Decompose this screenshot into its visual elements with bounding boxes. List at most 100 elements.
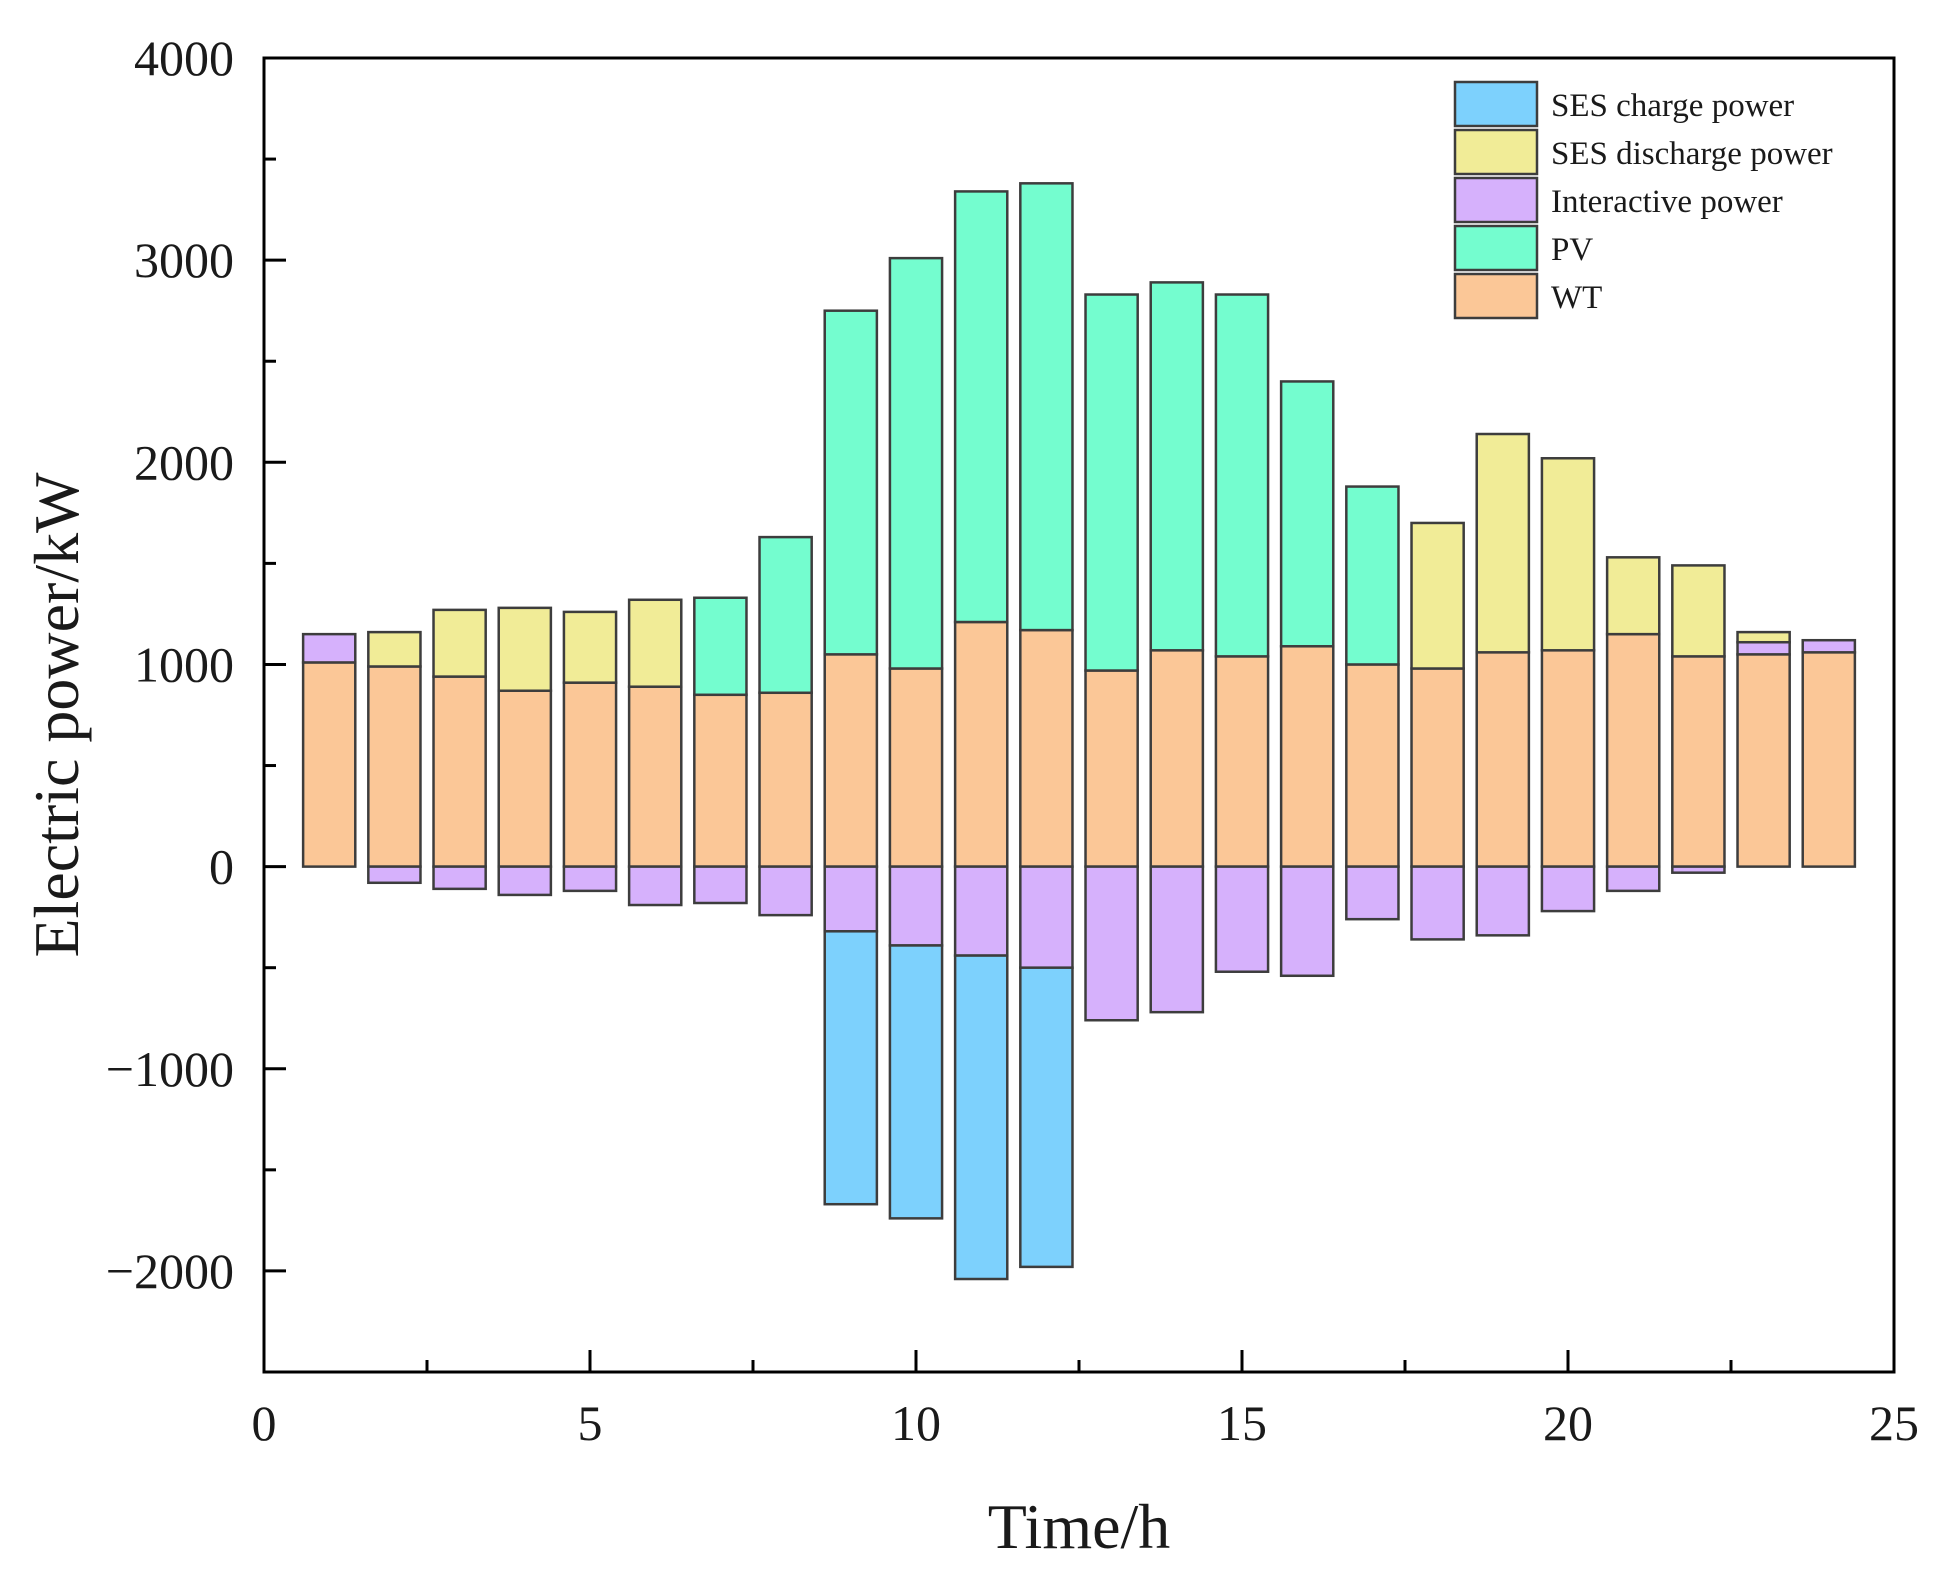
bar-wt-t11 — [953, 620, 1009, 868]
bar-wt-t14 — [1149, 649, 1205, 868]
bar-interactive-power-t3 — [432, 865, 487, 891]
bar-ses-charge-power-t11 — [953, 954, 1009, 1281]
bar-interactive-power-t16 — [1279, 865, 1335, 978]
bar-wt-t10 — [888, 667, 944, 868]
bar-ses-charge-power-t12 — [1019, 966, 1074, 1269]
bar-interactive-power-t17 — [1345, 865, 1400, 921]
bar-wt-t17 — [1345, 663, 1400, 868]
bar-ses-discharge-power-t3 — [432, 608, 487, 678]
bar-interactive-power-t12 — [1019, 865, 1074, 969]
bar-wt-t3 — [432, 675, 487, 868]
bar-wt-t2 — [367, 665, 422, 868]
bar-ses-charge-power-t10 — [888, 944, 944, 1220]
y-tick-label: −1000 — [106, 1041, 234, 1097]
bar-interactive-power-t21 — [1605, 865, 1661, 893]
y-tick-label: 0 — [209, 839, 234, 895]
bar-interactive-power-t10 — [888, 865, 944, 947]
bar-interactive-power-t11 — [953, 865, 1009, 957]
bar-ses-charge-power-t9 — [823, 930, 879, 1206]
bar-interactive-power-t8 — [758, 865, 813, 917]
bar-interactive-power-t24 — [1801, 638, 1857, 654]
bar-wt-t24 — [1801, 651, 1857, 868]
y-tick-label: 3000 — [134, 232, 234, 288]
bar-wt-t23 — [1736, 653, 1791, 868]
legend-swatch — [1453, 80, 1539, 128]
bar-wt-t8 — [758, 691, 813, 868]
bar-interactive-power-t4 — [497, 865, 553, 897]
bar-ses-discharge-power-t22 — [1671, 564, 1726, 658]
y-tick-label: −2000 — [106, 1243, 234, 1299]
bar-wt-t21 — [1605, 632, 1661, 868]
bar-ses-discharge-power-t4 — [497, 606, 553, 692]
bar-interactive-power-t18 — [1410, 865, 1465, 941]
bar-pv-t16 — [1279, 380, 1335, 648]
bar-interactive-power-t13 — [1084, 865, 1139, 1022]
legend-item-wt: WT — [1453, 272, 1602, 320]
legend-label: PV — [1551, 232, 1593, 268]
bar-pv-t8 — [758, 535, 813, 695]
bar-wt-t16 — [1279, 645, 1335, 868]
bar-wt-t20 — [1540, 649, 1596, 868]
bar-interactive-power-t6 — [627, 865, 683, 907]
legend-item-ses-discharge-power: SES discharge power — [1453, 128, 1833, 176]
bar-wt-t6 — [627, 685, 683, 868]
bar-pv-t14 — [1149, 281, 1205, 652]
bar-interactive-power-t20 — [1540, 865, 1596, 913]
bar-ses-discharge-power-t5 — [562, 610, 618, 684]
bar-wt-t4 — [497, 689, 553, 868]
legend: SES charge power SES discharge power Inter… — [1453, 80, 1833, 320]
legend-item-ses-charge-power: SES charge power — [1453, 80, 1794, 128]
bar-wt-t5 — [562, 681, 618, 868]
bar-wt-t13 — [1084, 669, 1139, 868]
bar-interactive-power-t5 — [562, 865, 618, 893]
bar-wt-t15 — [1214, 655, 1270, 868]
bars-layer — [301, 182, 1857, 1281]
legend-swatch — [1453, 224, 1539, 272]
bar-interactive-power-t7 — [693, 865, 748, 905]
legend-label: SES discharge power — [1551, 136, 1833, 172]
legend-item-interactive-power: Interactive power — [1453, 176, 1783, 224]
bar-ses-discharge-power-t21 — [1605, 556, 1661, 636]
x-axis-title: Time/h — [988, 1491, 1171, 1562]
bar-interactive-power-t1 — [301, 632, 357, 664]
bar-interactive-power-t22 — [1671, 865, 1726, 874]
bar-ses-discharge-power-t23 — [1736, 630, 1791, 644]
x-tick-label: 15 — [1217, 1395, 1267, 1451]
x-tick-label: 0 — [252, 1395, 277, 1451]
legend-label: Interactive power — [1551, 184, 1783, 220]
legend-label: SES charge power — [1551, 88, 1794, 124]
bar-interactive-power-t15 — [1214, 865, 1270, 973]
bar-ses-discharge-power-t6 — [627, 598, 683, 688]
x-tick-label: 5 — [578, 1395, 603, 1451]
bar-pv-t13 — [1084, 293, 1139, 672]
bar-ses-discharge-power-t18 — [1410, 521, 1465, 670]
bar-pv-t12 — [1019, 182, 1074, 632]
bar-interactive-power-t9 — [823, 865, 879, 933]
ticks-layer: 0 5 10 15 20 25 −2000 −1000 0 1000 2000 3000 4000 — [106, 30, 1919, 1451]
legend-swatch — [1453, 272, 1539, 320]
bar-pv-t17 — [1345, 485, 1400, 666]
bar-ses-discharge-power-t19 — [1475, 432, 1531, 654]
y-tick-label: 4000 — [134, 30, 234, 86]
y-tick-label: 2000 — [134, 434, 234, 490]
x-tick-label: 25 — [1869, 1395, 1919, 1451]
bar-wt-t1 — [301, 661, 357, 868]
x-tick-label: 10 — [891, 1395, 941, 1451]
bar-pv-t9 — [823, 309, 879, 656]
legend-item-pv: PV — [1453, 224, 1593, 272]
bar-wt-t18 — [1410, 667, 1465, 868]
bar-interactive-power-t23 — [1736, 640, 1791, 656]
bar-interactive-power-t2 — [367, 865, 422, 885]
bar-ses-discharge-power-t2 — [367, 630, 422, 668]
bar-interactive-power-t14 — [1149, 865, 1205, 1014]
bar-pv-t10 — [888, 256, 944, 670]
legend-swatch — [1453, 128, 1539, 176]
legend-label: WT — [1551, 280, 1602, 316]
legend-swatch — [1453, 176, 1539, 224]
bar-wt-t12 — [1019, 628, 1074, 868]
bar-wt-t22 — [1671, 655, 1726, 868]
bar-pv-t11 — [953, 190, 1009, 624]
bar-pv-t7 — [693, 596, 748, 697]
bar-wt-t19 — [1475, 651, 1531, 868]
